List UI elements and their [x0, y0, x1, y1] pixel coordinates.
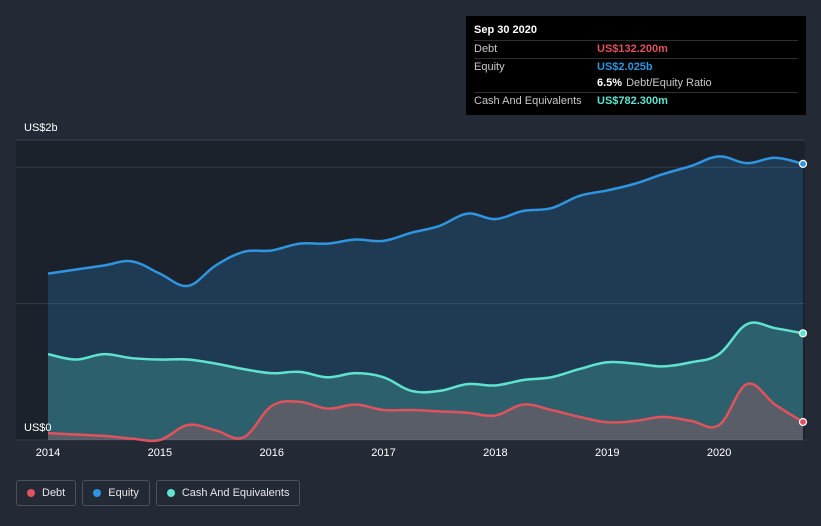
cash-dot-icon — [166, 489, 175, 497]
tooltip-debt-label: Debt — [474, 43, 498, 56]
equity-line — [47, 155, 804, 288]
equity-endpoint — [798, 159, 808, 168]
debt-line — [47, 382, 804, 443]
equity-area — [48, 156, 803, 441]
x-tick-label: 2015 — [147, 447, 173, 459]
x-tick-label: 2019 — [595, 447, 620, 459]
tooltip-cash-row: Cash And Equivalents US$782.300m — [474, 91, 798, 110]
x-tick-label: 2020 — [706, 447, 732, 459]
cash-endpoint — [798, 329, 808, 338]
tooltip-ratio-row: 6.5% Debt/Equity Ratio — [474, 75, 798, 92]
series-areas — [48, 156, 803, 441]
debt-dot-icon — [27, 489, 35, 497]
debt-area — [48, 383, 803, 441]
tooltip-equity-label: Equity — [474, 60, 505, 73]
tooltip-ratio-label: Debt/Equity Ratio — [626, 77, 712, 90]
x-tick-label: 2017 — [371, 447, 396, 459]
cash-area — [48, 322, 803, 440]
tooltip-ratio-value: 6.5% — [597, 77, 623, 90]
cash-line — [47, 321, 804, 394]
x-tick-label: 2018 — [483, 447, 508, 459]
legend-item-debt[interactable]: Debt — [16, 480, 77, 506]
tooltip-debt-row: Debt US$132.200m — [474, 40, 798, 58]
legend-debt-label: Debt — [42, 487, 66, 499]
legend-item-cash[interactable]: Cash And Equivalents — [155, 480, 301, 506]
y-axis-bottom-label: US$0 — [24, 422, 52, 434]
series-lines — [47, 155, 804, 443]
chart-legend: Debt Equity Cash And Equivalents — [16, 480, 301, 506]
legend-cash-label: Cash And Equivalents — [181, 487, 290, 499]
tooltip-cash-value: US$782.300m — [597, 94, 668, 107]
debt-endpoint — [798, 417, 808, 427]
series-endpoints — [798, 159, 808, 427]
data-tooltip: Sep 30 2020 Debt US$132.200m Equity US$2… — [466, 16, 806, 115]
x-tick-label: 2016 — [259, 447, 284, 459]
tooltip-date: Sep 30 2020 — [474, 24, 537, 36]
legend-equity-label: Equity — [108, 487, 139, 499]
equity-dot-icon — [93, 489, 102, 497]
tooltip-debt-value: US$132.200m — [597, 43, 668, 56]
x-tick-label: 2014 — [35, 447, 61, 459]
tooltip-cash-label: Cash And Equivalents — [474, 94, 582, 107]
tooltip-equity-value: US$2.025b — [597, 60, 653, 73]
legend-item-equity[interactable]: Equity — [82, 480, 150, 506]
y-axis-top-label: US$2b — [24, 122, 58, 134]
tooltip-equity-row: Equity US$2.025b — [474, 57, 798, 76]
